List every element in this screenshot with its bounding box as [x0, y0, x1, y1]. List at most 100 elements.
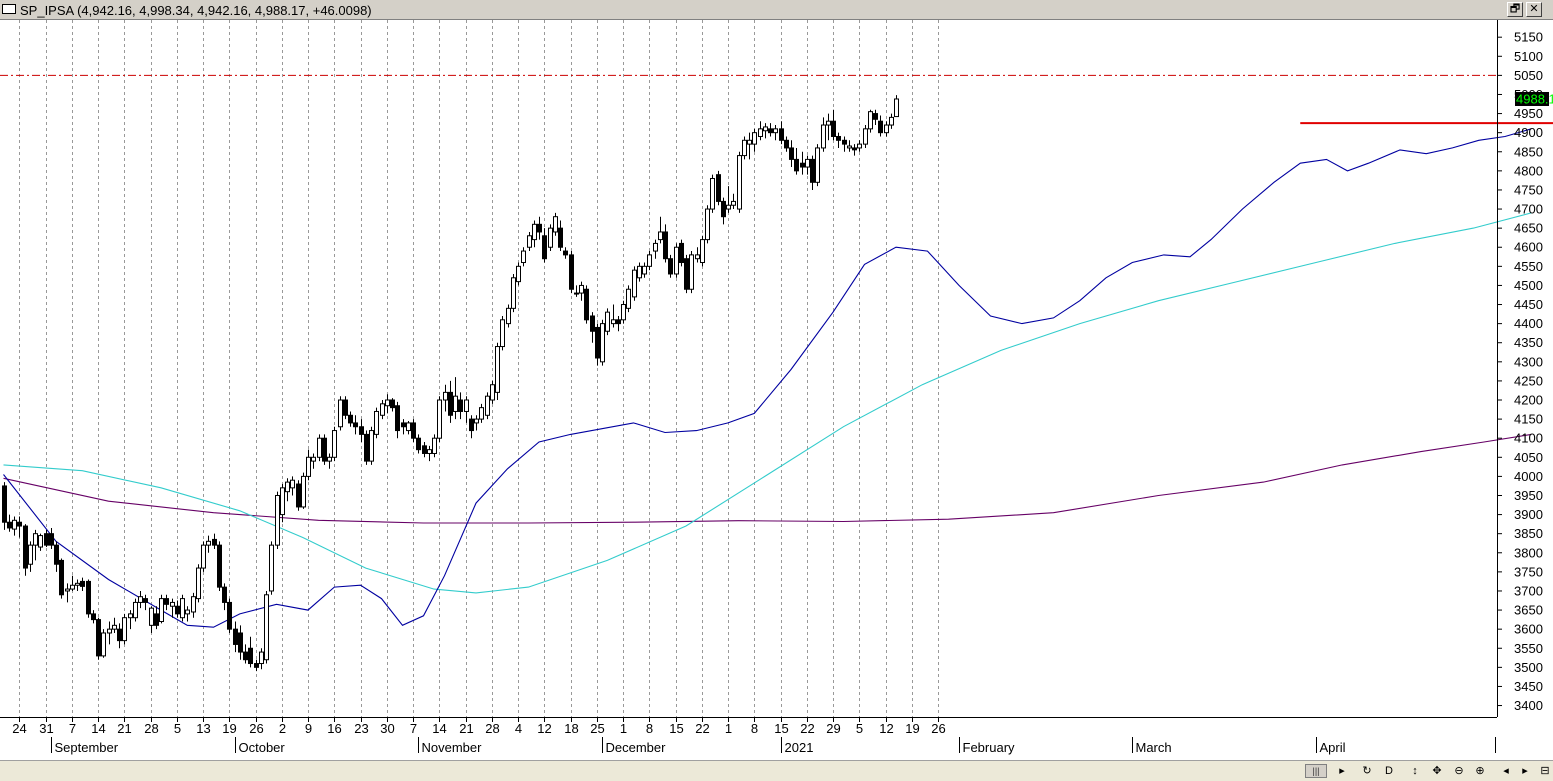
price-tick-label: 4900 — [1514, 125, 1543, 140]
mid-moving-average — [3, 212, 1532, 594]
candle-body — [348, 414, 353, 424]
candle-body — [128, 613, 133, 619]
candle-body — [422, 445, 427, 454]
price-tick-label: 3500 — [1514, 660, 1543, 675]
zoom-in-icon[interactable]: ⊕ — [1475, 765, 1485, 777]
date-tick-label: 26 — [249, 721, 263, 736]
candle-body — [768, 128, 773, 134]
month-label: November — [422, 740, 483, 755]
candle-body — [873, 113, 878, 120]
candle-body — [674, 246, 679, 275]
candle-body — [616, 319, 621, 325]
candle-body — [269, 544, 274, 592]
price-tick-label: 3850 — [1514, 526, 1543, 541]
date-tick-label: 23 — [354, 721, 368, 736]
candle-body — [600, 323, 605, 363]
candle-body — [721, 200, 726, 218]
candle-body — [836, 135, 841, 141]
candle-body — [500, 319, 505, 348]
candle-body — [432, 437, 437, 454]
candle-body — [238, 632, 243, 653]
candle-body — [810, 158, 815, 183]
candle-body — [17, 521, 22, 527]
candle-body — [259, 651, 264, 665]
price-tick-label: 4350 — [1514, 335, 1543, 350]
candle-body — [185, 609, 190, 615]
scroll-thumb[interactable]: ||| — [1305, 764, 1327, 778]
date-axis: 24 31 7 14 21 28 5 13 19 26 2 9 16 23 30 7 14 21 28 4 12 18 25… — [0, 717, 1497, 755]
candle-body — [758, 128, 763, 137]
date-tick-label: 25 — [590, 721, 604, 736]
candle-body — [91, 613, 96, 621]
restore-button[interactable]: 🗗 — [1507, 2, 1523, 17]
price-tick-label: 4000 — [1514, 469, 1543, 484]
candle-body — [605, 311, 610, 332]
candle-body — [364, 433, 369, 462]
candle-body — [264, 594, 269, 661]
date-tick-label: 21 — [459, 721, 473, 736]
price-tick-label: 4650 — [1514, 221, 1543, 236]
date-tick-label: 9 — [305, 721, 312, 736]
date-tick-label: 22 — [800, 721, 814, 736]
price-tick-label: 4150 — [1514, 412, 1543, 427]
candle-body — [511, 277, 516, 309]
close-button[interactable]: ✕ — [1526, 2, 1542, 17]
candle-body — [374, 410, 379, 435]
date-tick-label: 28 — [144, 721, 158, 736]
price-tick-label: 3950 — [1514, 488, 1543, 503]
date-tick-label: 14 — [432, 721, 446, 736]
scroll-left-icon[interactable]: ◂ — [1503, 765, 1509, 777]
scroll-right-button[interactable]: ▸ — [1339, 765, 1345, 777]
move-icon[interactable]: ✥ — [1432, 765, 1442, 777]
price-tick-label: 4450 — [1514, 297, 1543, 312]
candle-body — [390, 399, 395, 409]
candle-body — [784, 139, 789, 149]
candle-body — [464, 399, 469, 412]
vertical-zoom-icon[interactable]: ↕ — [1412, 765, 1418, 777]
chart-title-bar: SP_IPSA (4,942.16, 4,998.34, 4,942.16, 4… — [0, 0, 1553, 20]
date-tick-label: 5 — [174, 721, 181, 736]
candle-body — [490, 384, 495, 401]
price-tick-label: 3800 — [1514, 545, 1543, 560]
date-tick-label: 1 — [725, 721, 732, 736]
candle-body — [275, 494, 280, 546]
period-button[interactable]: D — [1385, 765, 1393, 777]
price-tick-label: 4400 — [1514, 316, 1543, 331]
date-tick-label: 15 — [774, 721, 788, 736]
candle-body — [737, 155, 742, 210]
menu-icon[interactable]: ⊟ — [1540, 765, 1550, 777]
price-tick-label: 4500 — [1514, 278, 1543, 293]
candle-body — [395, 405, 400, 432]
candle-body — [2, 485, 7, 523]
candle-body — [28, 544, 33, 565]
price-tick-label: 4600 — [1514, 240, 1543, 255]
candle-body — [821, 124, 826, 149]
candle-body — [868, 111, 873, 130]
candle-body — [642, 265, 647, 275]
zoom-out-icon[interactable]: ⊖ — [1454, 765, 1464, 777]
date-tick-label: 1 — [620, 721, 627, 736]
candle-body — [285, 481, 290, 493]
candle-body — [254, 663, 259, 668]
date-tick-label: 18 — [564, 721, 578, 736]
candle-body — [380, 403, 385, 416]
scroll-end-icon[interactable]: ▸ — [1522, 765, 1528, 777]
candle-body — [406, 422, 411, 432]
price-tick-label: 5050 — [1514, 68, 1543, 83]
candle-body — [317, 437, 322, 458]
price-chart[interactable]: 3400 3450 3500 3550 3600 3650 3700 3750 3800 3850… — [0, 20, 1553, 760]
candle-body — [54, 544, 59, 565]
refresh-icon[interactable]: ↻ — [1362, 765, 1372, 777]
short-moving-average — [3, 128, 1532, 628]
candle-body — [33, 533, 38, 546]
candle-body — [49, 533, 54, 546]
candle-body — [443, 391, 448, 401]
price-tick-label: 4950 — [1514, 106, 1543, 121]
month-label: 2021 — [785, 740, 814, 755]
candle-body — [548, 227, 553, 248]
candle-body — [112, 624, 117, 630]
candle-body — [332, 430, 337, 458]
date-tick-label: 19 — [905, 721, 919, 736]
price-tick-label: 3900 — [1514, 507, 1543, 522]
price-tick-label: 5100 — [1514, 49, 1543, 64]
